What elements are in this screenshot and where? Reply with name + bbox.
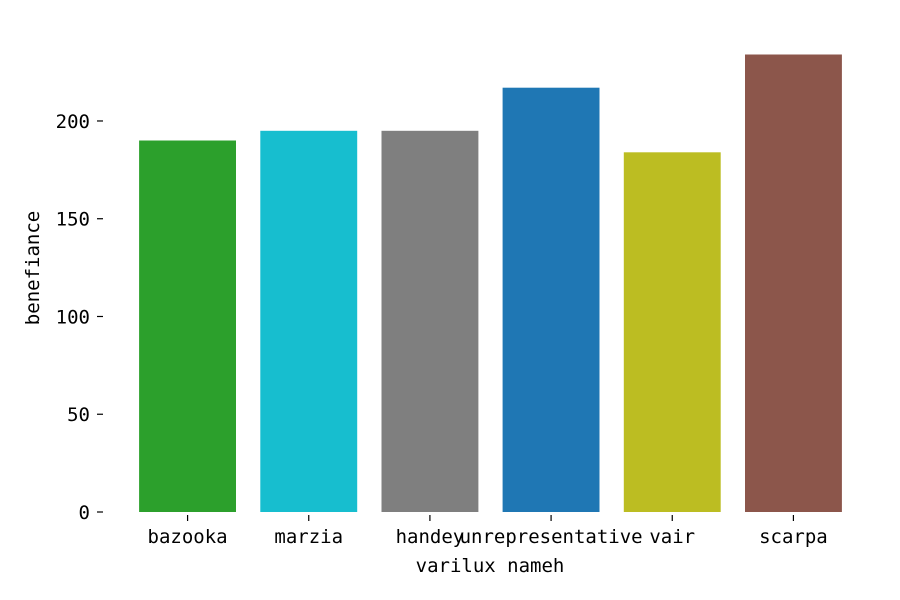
bars-group: [139, 54, 842, 513]
y-tick-label: 100: [56, 306, 90, 328]
x-tick-label: handey: [396, 526, 465, 548]
bar-unrepresentative: [502, 87, 600, 512]
x-tick-label: bazooka: [148, 526, 228, 548]
y-tick-label: 50: [67, 404, 90, 426]
y-axis: 0 50 100 150 200: [56, 111, 103, 524]
x-tick-label: unrepresentative: [460, 526, 643, 548]
y-axis-label: benefiance: [22, 211, 44, 325]
x-tick-label: marzia: [274, 526, 343, 548]
bar-handey: [381, 130, 479, 513]
bar-marzia: [260, 130, 358, 513]
x-tick-label: scarpa: [759, 526, 828, 548]
y-tick-label: 0: [79, 502, 90, 524]
x-tick-label: vair: [649, 526, 695, 548]
y-tick-label: 200: [56, 111, 90, 133]
y-tick-label: 150: [56, 209, 90, 231]
bar-vair: [623, 152, 721, 513]
bar-bazooka: [139, 140, 236, 512]
x-axis-label: varilux nameh: [416, 555, 565, 577]
bar-scarpa: [745, 54, 842, 512]
